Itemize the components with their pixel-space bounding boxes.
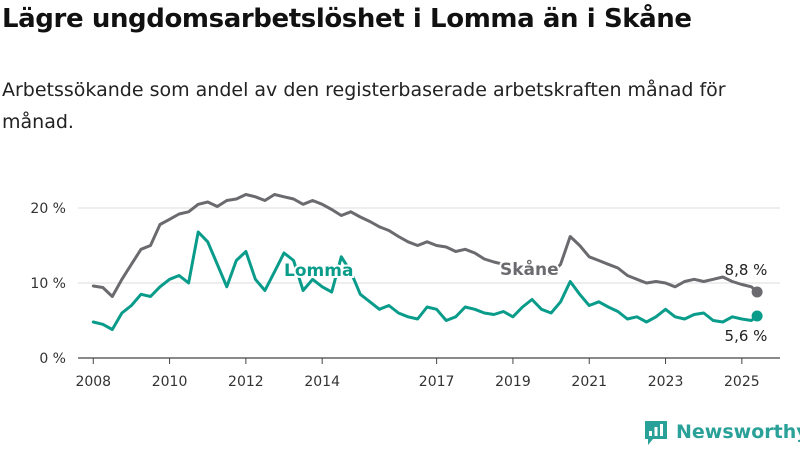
end-point-lomma — [751, 310, 763, 322]
series-labels: Skåne Lomma 8,8 % 5,6 % — [282, 256, 768, 345]
x-tick-label: 2017 — [419, 374, 455, 390]
x-tick-label: 2025 — [724, 374, 760, 390]
y-tick-label: 10 % — [30, 276, 66, 292]
x-tick-label: 2012 — [228, 374, 264, 390]
x-tick-label: 2021 — [571, 374, 607, 390]
x-axis: 2008 2010 2012 2014 2017 2019 2021 2023 2025 — [75, 357, 780, 390]
x-tick-label: 2023 — [648, 374, 684, 390]
x-tick-label: 2014 — [304, 374, 340, 390]
x-tick-label: 2019 — [495, 374, 531, 390]
series-lines — [91, 193, 763, 331]
end-value-label-lomma: 5,6 % — [725, 327, 768, 345]
end-value-label-skane: 8,8 % — [725, 261, 768, 279]
y-tick-label: 20 % — [30, 201, 66, 217]
x-tick-label: 2008 — [75, 374, 111, 390]
x-tick-label: 2010 — [152, 374, 188, 390]
series-label-lomma: Lomma — [284, 261, 353, 281]
newsworthy-logo-icon — [645, 421, 667, 445]
chart-title: Lägre ungdomsarbetslöshet i Lomma än i S… — [2, 4, 692, 34]
series-label-skane: Skåne — [500, 258, 559, 280]
end-point-skane — [751, 286, 763, 298]
series-line-lomma — [91, 230, 759, 331]
series-line-skane — [91, 193, 759, 298]
y-tick-label: 0 % — [39, 351, 66, 367]
chart-subtitle: Arbetssökande som andel av den registerb… — [2, 79, 726, 133]
newsworthy-brand: Newsworthy — [644, 418, 800, 448]
brand-name: Newsworthy — [676, 421, 800, 443]
